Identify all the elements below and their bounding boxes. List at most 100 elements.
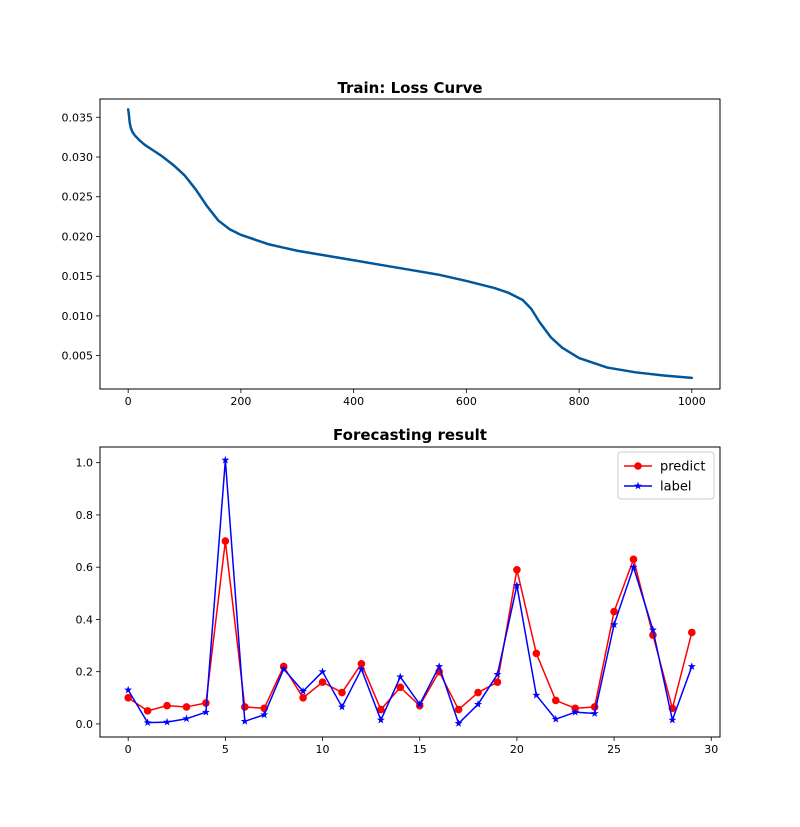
legend-label-label: label [660,480,691,495]
forecast-label-point [532,691,541,699]
forecast-label-point [376,715,385,724]
forecast-predict-point [143,707,152,715]
loss-y-tick-label: 0.020 [62,230,94,243]
forecast-label-point [357,664,366,673]
forecast-predict-point [338,688,346,697]
forecast-label-point [687,662,696,670]
loss-y-ticks: 0.005 0.010 0.015 0.020 0.025 0.030 0.035 [62,111,100,363]
loss-y-tick-label: 0.030 [62,151,94,164]
forecast-predict-point [396,683,405,692]
loss-series-0-line [126,108,694,380]
forecast-label-point [337,702,346,711]
forecast-label-point [182,714,191,723]
forecast-x-tick-label: 5 [222,743,229,756]
forecast-label-point [474,700,483,708]
forecast-y-tick-label: 1.0 [76,457,94,470]
loss-x-tick-label: 200 [230,395,251,408]
forecast-predict-point [474,688,482,697]
loss-x-tick-label: 800 [569,395,590,408]
forecast-chart: Forecasting result 0 5 10 15 20 25 30 0.00.20.… [76,426,721,756]
legend-box [617,451,715,500]
forecast-label-point [668,715,677,724]
forecast-x-tick-label: 25 [607,743,621,756]
forecast-label-point [648,625,657,634]
loss-plot-frame [99,98,721,390]
legend-item-label: label [624,480,691,495]
forecast-x-tick-label: 15 [413,743,427,756]
forecast-y-tick-label: 0.2 [76,666,94,679]
forecast-label-point [396,672,405,681]
forecast-predict-point [629,555,638,564]
loss-x-ticks: 0 200 400 600 800 1000 [125,389,706,408]
loss-series-group [126,108,694,380]
forecast-label-point [454,719,463,727]
forecast-predict-point [454,705,463,714]
forecast-label-point [571,707,580,716]
forecast-label-point [260,710,269,719]
forecast-label-point [590,709,599,717]
forecast-predict-point [240,703,249,711]
forecast-label-point [629,562,638,571]
loss-y-tick-label: 0.025 [62,191,94,204]
forecast-predict-point [182,703,191,711]
loss-x-tick-label: 1000 [678,395,706,408]
forecast-predict-point [299,694,307,702]
forecast-label-point [610,620,619,629]
forecast-label-point [201,707,210,716]
forecast-label-line [127,459,693,725]
loss-chart-title: Train: Loss Curve [337,79,482,97]
forecast-y-ticks: 0.0 0.2 0.4 0.6 0.8 1.0 [76,457,100,731]
forecast-plot-frame [99,446,721,738]
forecast-x-tick-label: 20 [510,743,524,756]
forecast-label-point [299,687,308,695]
forecast-predict-point [357,660,366,668]
forecast-predict-point [532,649,541,658]
legend-predict-label: predict [660,460,705,475]
forecast-label-point [512,581,521,589]
legend: predict label [617,451,715,500]
forecast-predict-point [513,565,521,574]
forecast-predict-point [493,678,502,686]
forecast-label-point [124,685,133,694]
forecast-y-tick-label: 0.0 [76,718,94,731]
forecast-predict-point [610,607,618,616]
forecast-label-point [240,717,249,725]
loss-x-tick-label: 400 [343,395,364,408]
forecast-y-tick-label: 0.6 [76,561,94,574]
loss-x-tick-label: 0 [125,395,132,408]
forecast-y-tick-label: 0.4 [76,613,94,626]
forecast-x-tick-label: 0 [125,743,132,756]
forecast-predict-point [551,696,560,705]
loss-y-tick-label: 0.010 [62,310,94,323]
forecast-y-tick-label: 0.8 [76,509,94,522]
forecast-label-point [279,664,288,673]
forecast-label-point [435,662,444,670]
loss-y-tick-label: 0.015 [62,270,94,283]
forecast-predict-point [318,678,327,686]
forecast-predict-point [688,628,696,637]
forecast-x-tick-label: 30 [704,743,718,756]
forecast-label-point [221,455,230,464]
forecast-x-ticks: 0 5 10 15 20 25 30 [125,737,718,756]
legend-item-predict: predict [624,460,705,475]
loss-y-tick-label: 0.035 [62,111,94,124]
forecast-series-group [124,455,696,727]
forecast-predict-line [127,540,693,712]
forecast-label-point [415,700,424,708]
loss-curve-chart: Train: Loss Curve 0 200 400 600 800 1000 0.00… [62,79,721,408]
forecast-predict-point [124,694,132,702]
forecast-label-point [163,717,172,726]
legend-predict-marker [634,462,642,470]
forecast-x-tick-label: 10 [316,743,330,756]
forecast-label-point [143,718,152,727]
legend-label-marker [634,481,642,490]
forecast-label-point [493,670,502,678]
forecast-chart-title: Forecasting result [333,426,487,444]
forecast-predict-point [163,701,171,710]
forecast-predict-point [377,705,385,714]
forecast-predict-point [221,537,230,545]
loss-x-tick-label: 600 [456,395,477,408]
loss-y-tick-label: 0.005 [62,350,94,363]
forecast-label-point [551,715,560,723]
